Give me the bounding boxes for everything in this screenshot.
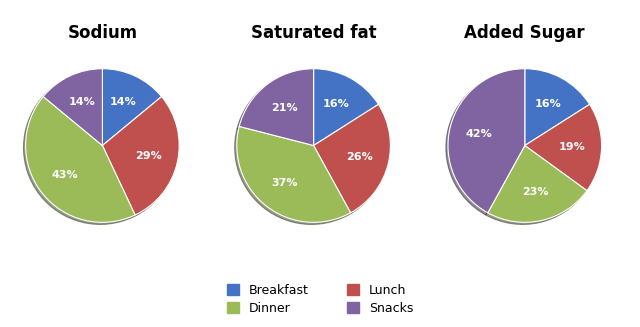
- Wedge shape: [102, 69, 161, 146]
- Text: 26%: 26%: [346, 152, 373, 163]
- Text: 14%: 14%: [109, 97, 136, 108]
- Title: Sodium: Sodium: [67, 25, 138, 43]
- Wedge shape: [26, 96, 135, 222]
- Text: 16%: 16%: [323, 99, 350, 109]
- Wedge shape: [448, 69, 525, 213]
- Text: 43%: 43%: [51, 170, 78, 180]
- Text: 23%: 23%: [522, 187, 548, 197]
- Wedge shape: [44, 69, 102, 146]
- Text: 14%: 14%: [68, 97, 95, 108]
- Text: 42%: 42%: [465, 129, 492, 139]
- Text: 21%: 21%: [271, 103, 298, 113]
- Wedge shape: [102, 96, 179, 215]
- Wedge shape: [314, 69, 378, 146]
- Text: 29%: 29%: [136, 151, 163, 161]
- Title: Added Sugar: Added Sugar: [465, 25, 585, 43]
- Text: 37%: 37%: [271, 178, 298, 188]
- Legend: Breakfast, Dinner, Lunch, Snacks: Breakfast, Dinner, Lunch, Snacks: [220, 277, 420, 321]
- Wedge shape: [525, 104, 602, 191]
- Text: 19%: 19%: [559, 142, 586, 152]
- Text: 16%: 16%: [534, 99, 561, 109]
- Wedge shape: [525, 69, 589, 146]
- Wedge shape: [237, 127, 351, 222]
- Wedge shape: [488, 146, 587, 222]
- Title: Saturated fat: Saturated fat: [251, 25, 376, 43]
- Wedge shape: [314, 104, 390, 213]
- Wedge shape: [239, 69, 314, 146]
